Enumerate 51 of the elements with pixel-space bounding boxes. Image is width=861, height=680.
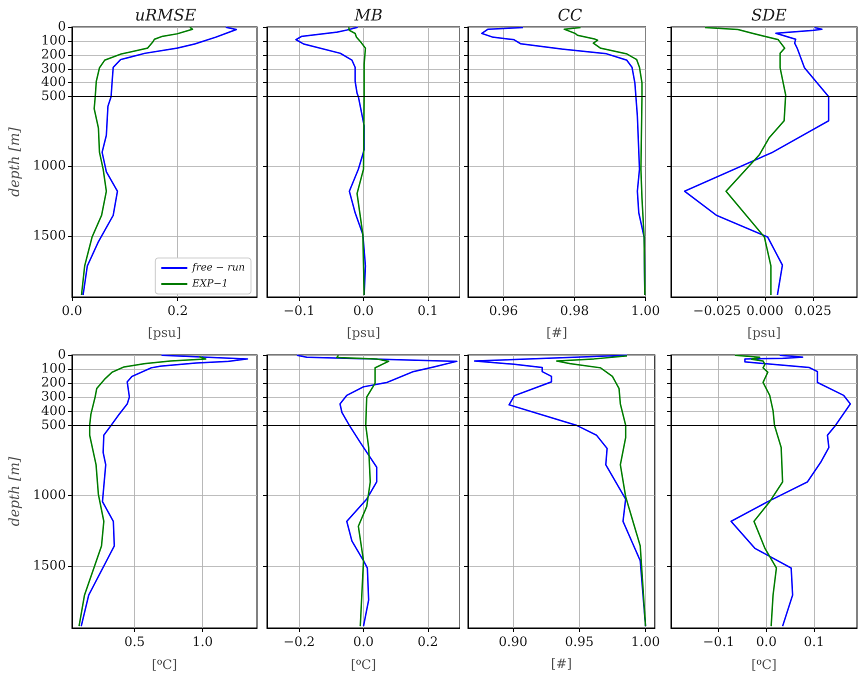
- y-tick-label: 300: [41, 61, 66, 76]
- chart-title: MB: [353, 6, 383, 24]
- x-tick-label: 1.00: [631, 635, 660, 650]
- x-tick-label: 0.025: [794, 304, 832, 319]
- y-axis-title: depth [m]: [7, 126, 23, 197]
- x-tick-label: 0.90: [498, 635, 528, 650]
- y-tick-label: 0: [58, 348, 66, 362]
- x-tick-label: 0.1: [417, 304, 438, 319]
- x-tick-label: −0.1: [283, 304, 315, 319]
- x-tick-label: 0.2: [167, 304, 188, 319]
- x-axis-title: [#]: [550, 657, 572, 672]
- y-tick-label: 0: [58, 20, 66, 34]
- x-axis-title: [psu]: [346, 326, 380, 341]
- x-tick-label: −0.2: [283, 635, 315, 650]
- y-tick-label: 300: [41, 390, 66, 405]
- legend-label: free − run: [191, 262, 246, 274]
- y-tick-label: 400: [41, 404, 66, 419]
- legend-label: EXP−1: [191, 278, 228, 290]
- x-axis-title: [psu]: [148, 326, 182, 341]
- x-tick-label: −0.025: [692, 304, 742, 319]
- chart-title: SDE: [751, 6, 788, 24]
- x-tick-label: 1.00: [631, 304, 660, 319]
- x-tick-label: 0.2: [417, 635, 438, 650]
- y-tick-label: 1000: [32, 488, 66, 504]
- x-tick-label: 0.0: [62, 304, 82, 319]
- y-tick-label: 500: [41, 89, 66, 104]
- y-tick-label: 1500: [32, 558, 66, 574]
- x-tick-label: −0.1: [702, 635, 734, 650]
- x-tick-label: 0.95: [564, 635, 594, 650]
- chart-title: CC: [558, 6, 582, 24]
- y-tick-label: 200: [41, 376, 66, 391]
- x-tick-label: 0.96: [489, 304, 518, 319]
- y-tick-label: 100: [41, 362, 66, 377]
- x-tick-label: 0.000: [746, 304, 784, 319]
- x-tick-label: 0.0: [353, 304, 374, 319]
- x-tick-label: 1.0: [192, 635, 213, 650]
- x-tick-label: 0.5: [124, 635, 145, 650]
- x-tick-label: 0.0: [756, 635, 777, 650]
- x-tick-label: 0.98: [560, 304, 589, 319]
- y-axis-title: depth [m]: [7, 456, 23, 526]
- y-tick-label: 1500: [32, 228, 66, 244]
- x-tick-label: 0.1: [804, 635, 824, 650]
- y-tick-label: 200: [41, 47, 66, 62]
- chart-title: uRMSE: [134, 6, 197, 24]
- y-tick-label: 1000: [32, 158, 66, 174]
- y-tick-label: 500: [41, 418, 66, 433]
- x-axis-title: [#]: [546, 326, 568, 341]
- y-tick-label: 100: [41, 33, 66, 48]
- y-tick-label: 400: [41, 75, 66, 90]
- x-tick-label: 0.0: [353, 635, 374, 650]
- x-axis-title: [psu]: [747, 326, 781, 341]
